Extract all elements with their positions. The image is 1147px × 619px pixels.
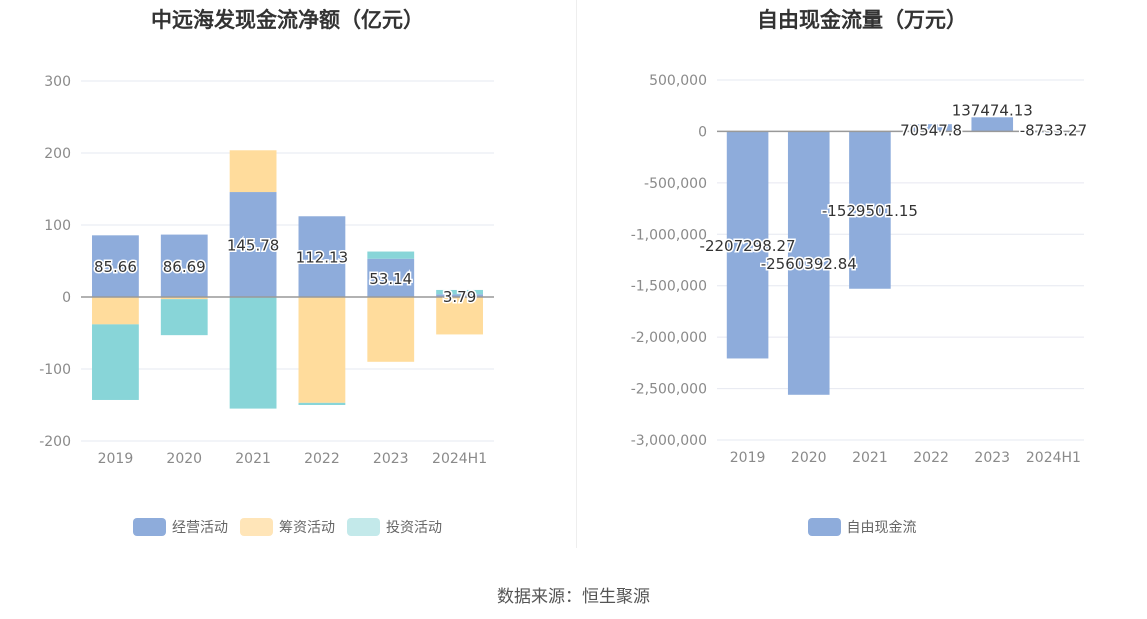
y-tick-label: -1,500,000 — [631, 279, 707, 295]
legend: 自由现金流 — [577, 517, 1147, 537]
legend-label: 经营活动 — [172, 520, 228, 536]
legend: 经营活动 筹资活动 投资活动 — [0, 517, 575, 537]
bar — [160, 299, 208, 336]
data-label: 3.79 — [443, 288, 476, 306]
legend-swatch — [240, 518, 273, 536]
legend-item-operating[interactable]: 经营活动 — [133, 517, 228, 537]
chart-title: 中远海发现金流净额（亿元） — [151, 8, 424, 32]
bar — [971, 117, 1014, 132]
bar — [298, 402, 346, 405]
legend-swatch — [347, 518, 380, 536]
legend-item-investing[interactable]: 投资活动 — [347, 517, 442, 537]
bar — [160, 234, 208, 297]
legend-label: 筹资活动 — [279, 520, 335, 536]
data-label: -2560392.84 — [761, 255, 857, 273]
bar — [298, 297, 346, 403]
bar — [160, 297, 208, 300]
x-tick-label: 2021 — [235, 451, 271, 467]
bar — [849, 131, 891, 289]
legend-item-financing[interactable]: 筹资活动 — [240, 517, 335, 537]
data-label: 137474.13 — [952, 101, 1033, 119]
data-label: 70547.8 — [900, 121, 962, 139]
x-tick-label: 2024H1 — [432, 451, 487, 467]
legend-label: 投资活动 — [386, 520, 442, 536]
source-note: 数据来源：恒生聚源 — [497, 587, 650, 607]
data-label: 85.66 — [94, 258, 137, 276]
x-tick-label: 2022 — [913, 450, 949, 466]
legend-item-free-cashflow[interactable]: 自由现金流 — [807, 517, 917, 537]
x-tick-label: 2019 — [98, 451, 134, 467]
bar — [726, 131, 769, 359]
bar — [436, 289, 483, 295]
y-tick-label: -3,000,000 — [631, 433, 707, 449]
bar — [367, 297, 415, 362]
y-tick-label: 0 — [62, 290, 71, 306]
y-tick-label: -1,000,000 — [631, 227, 707, 243]
cashflow-net-chart: 中远海发现金流净额（亿元） 300 200 100 0 -100 -200 2019 2020… — [0, 0, 575, 560]
bar — [787, 131, 830, 395]
y-tick-label: 200 — [44, 146, 71, 162]
legend-swatch — [807, 518, 841, 536]
bar — [92, 235, 139, 297]
y-tick-label: 0 — [698, 124, 707, 140]
x-tick-label: 2024H1 — [1026, 450, 1081, 466]
data-label: 86.69 — [163, 258, 206, 276]
y-tick-label: -500,000 — [644, 176, 707, 192]
x-tick-label: 2020 — [166, 451, 202, 467]
free-cashflow-plot: 500,000 0 -500,000 -1,000,000 -1,500,000 -2,0… — [631, 73, 1089, 466]
chart-title: 自由现金流量（万元） — [757, 8, 967, 32]
bar — [436, 297, 483, 335]
data-label: 53.14 — [369, 270, 412, 288]
bar — [92, 297, 139, 325]
bar — [436, 294, 483, 297]
cashflow-net-plot: 300 200 100 0 -100 -200 2019 2020 2021 2022 2023 20… — [39, 74, 494, 467]
y-tick-label: -100 — [39, 362, 71, 378]
data-label: 112.13 — [296, 249, 349, 267]
y-tick-label: 300 — [44, 74, 71, 90]
bar — [910, 124, 952, 132]
y-tick-label: -2,500,000 — [631, 382, 707, 398]
data-label: -8733.27 — [1020, 121, 1087, 139]
legend-swatch — [133, 518, 166, 536]
x-tick-label: 2021 — [852, 450, 888, 466]
x-tick-label: 2022 — [304, 451, 340, 467]
bar — [367, 251, 415, 259]
x-tick-label: 2023 — [373, 451, 409, 467]
x-tick-label: 2019 — [730, 450, 766, 466]
y-tick-label: -200 — [39, 434, 71, 450]
bar — [229, 297, 277, 409]
bar — [229, 192, 277, 297]
y-tick-label: -2,000,000 — [631, 330, 707, 346]
legend-label: 自由现金流 — [846, 520, 917, 536]
bar — [92, 324, 139, 400]
y-tick-label: 500,000 — [649, 73, 707, 89]
data-label: 145.78 — [227, 237, 280, 255]
data-label: -1529501.15 — [822, 202, 918, 220]
bar — [229, 150, 277, 193]
data-label: -2207298.27 — [700, 237, 796, 255]
x-tick-label: 2020 — [791, 450, 827, 466]
y-tick-label: 100 — [44, 218, 71, 234]
x-tick-label: 2023 — [974, 450, 1010, 466]
bar — [367, 258, 415, 297]
bar — [298, 216, 346, 297]
panel-divider — [576, 0, 577, 548]
free-cashflow-chart: 自由现金流量（万元） 500,000 0 -500,000 -1,000,000 -1,… — [577, 0, 1147, 560]
